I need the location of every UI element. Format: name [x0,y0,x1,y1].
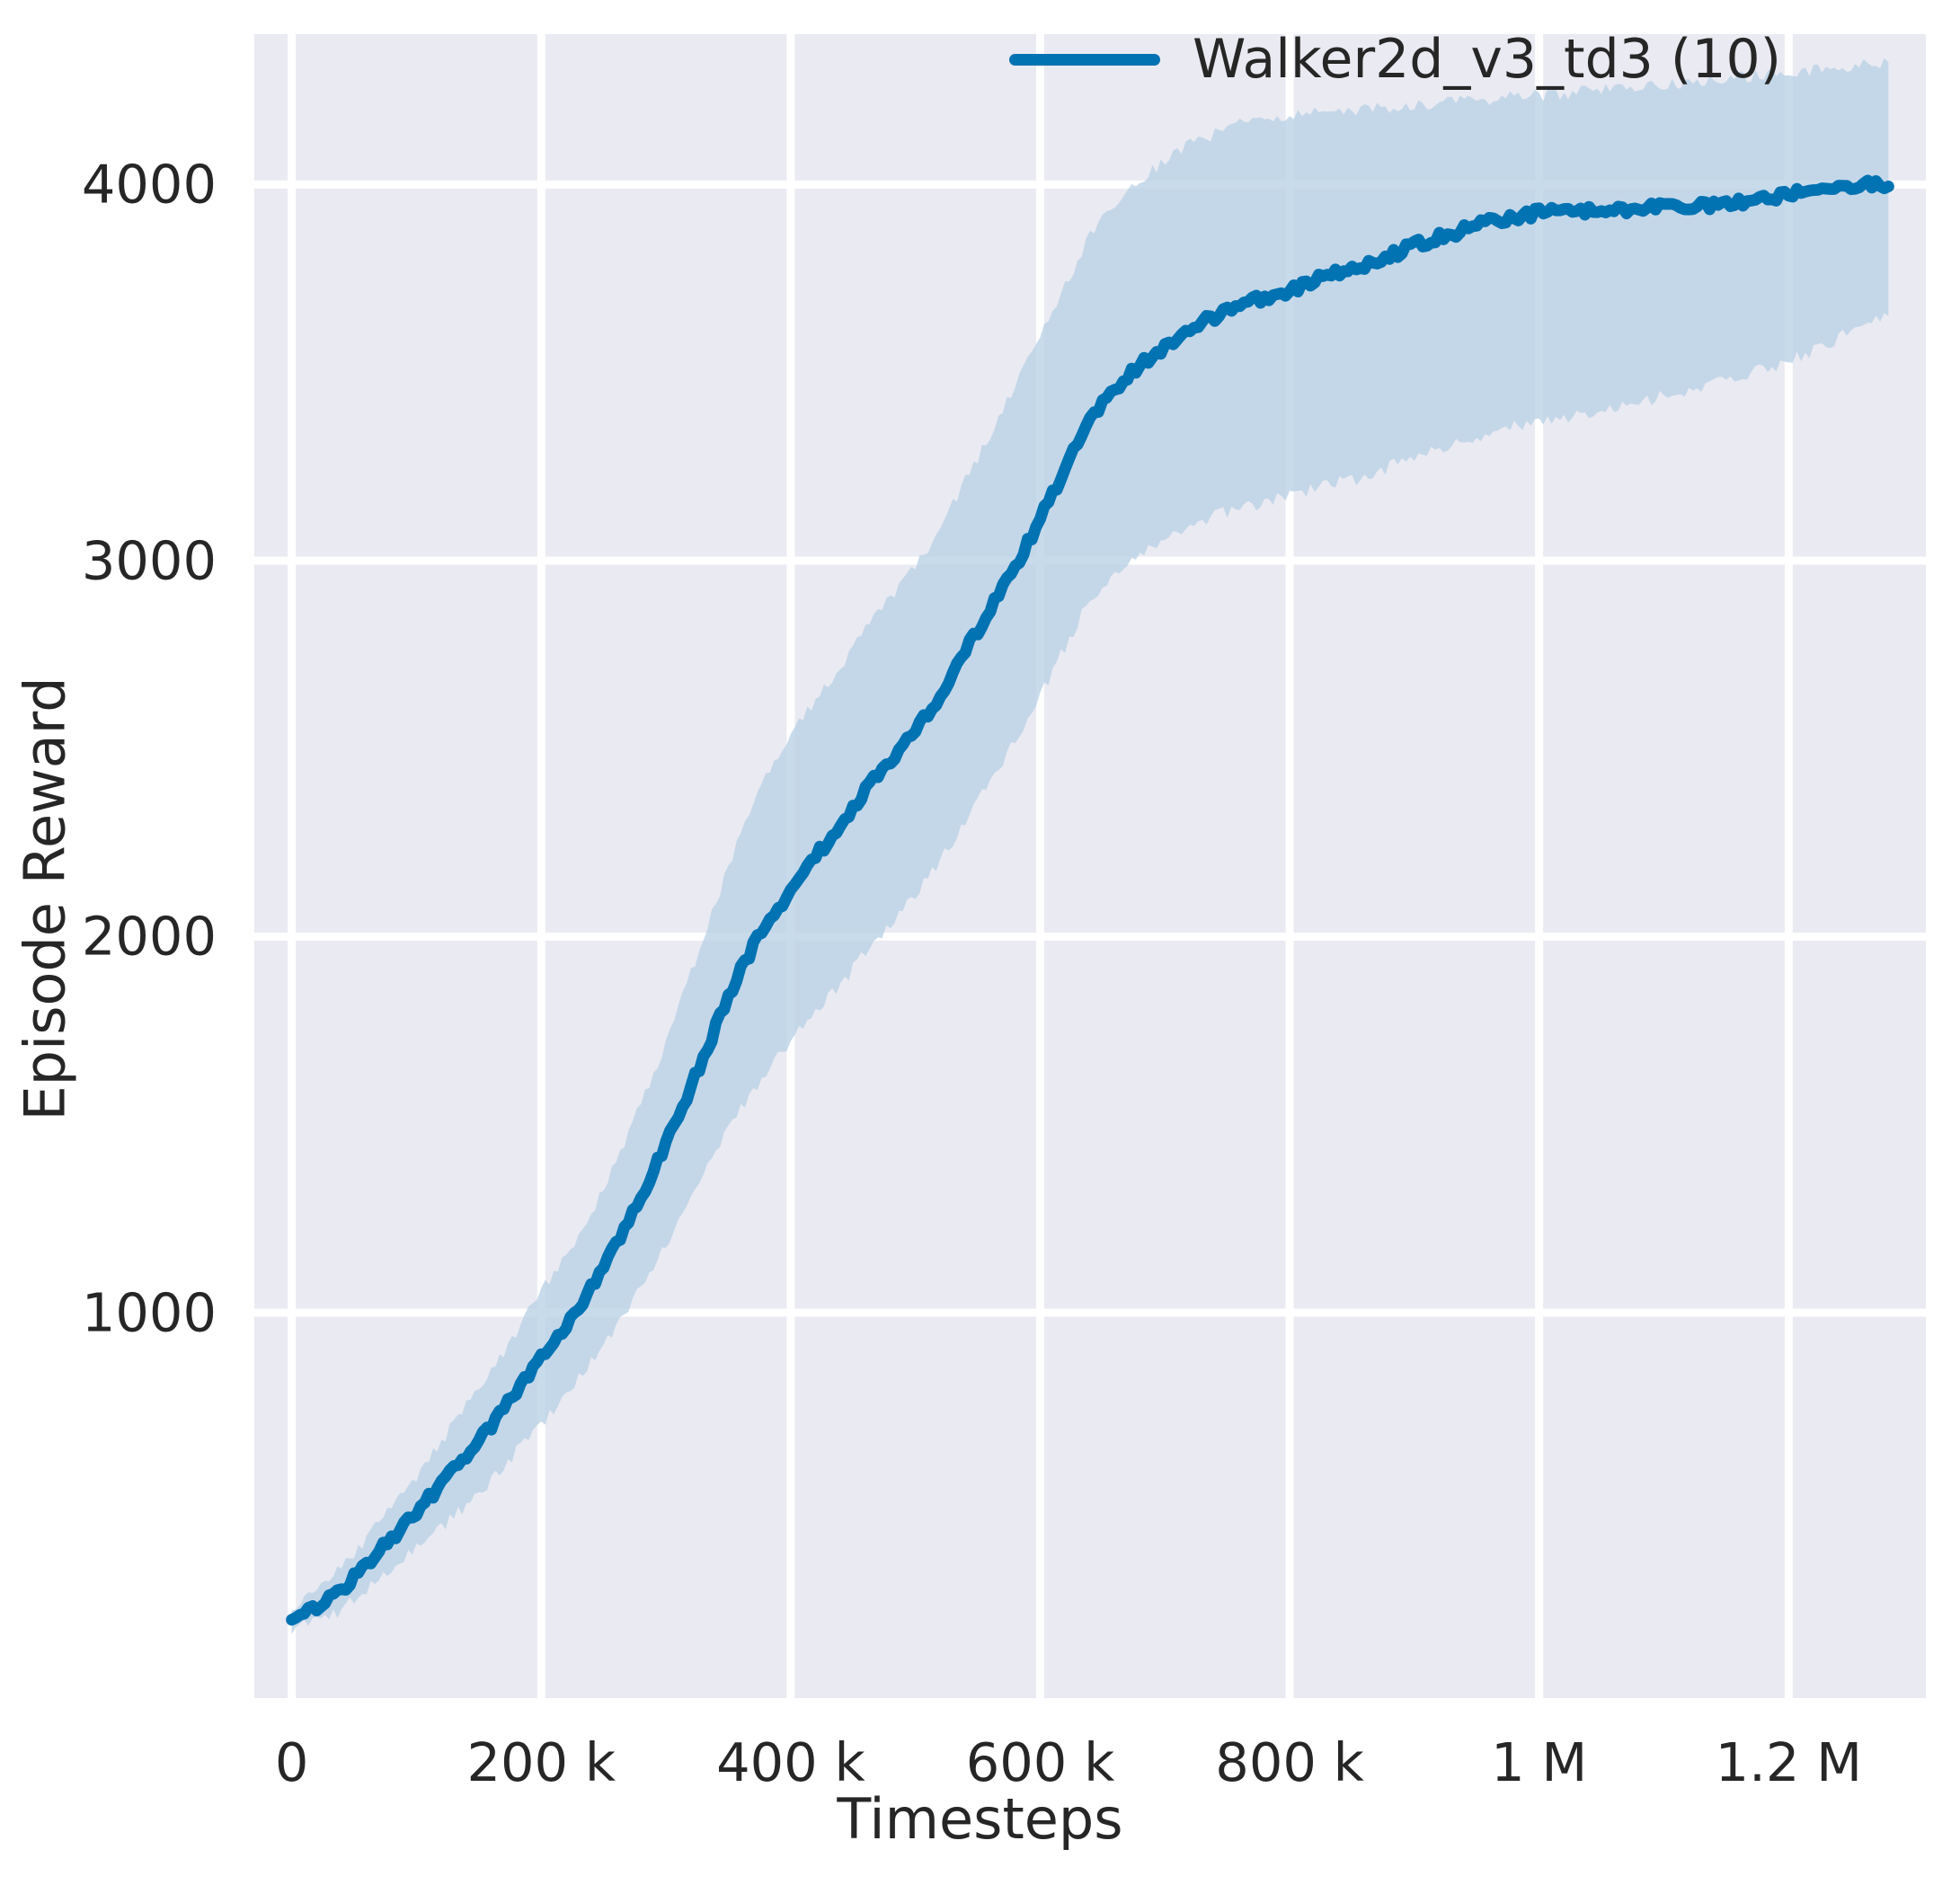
series-line [286,174,1894,1626]
x-tick-label: 1 M [1491,1731,1588,1793]
x-tick-label: 400 k [716,1731,865,1793]
x-axis-label: Timesteps [837,1786,1123,1852]
x-tick-label: 1.2 M [1715,1731,1863,1793]
confidence-band [291,58,1889,1635]
y-tick-label: 2000 [81,905,217,968]
y-tick-label: 1000 [81,1281,217,1344]
legend-entry-label: Walker2d_v3_td3 (10) [1193,28,1782,91]
legend-line-swatch [1009,53,1160,66]
x-tick-label: 800 k [1215,1731,1364,1793]
x-tick-label: 0 [274,1731,309,1793]
y-axis-label: Episode Reward [12,677,78,1121]
x-tick-label: 600 k [965,1731,1115,1793]
plot-area [254,34,1926,1698]
y-tick-label: 4000 [81,153,217,216]
x-tick-label: 200 k [466,1731,616,1793]
y-tick-label: 3000 [81,529,217,592]
chart-legend: Walker2d_v3_td3 (10) [1000,22,1790,96]
plot-canvas [254,34,1926,1698]
